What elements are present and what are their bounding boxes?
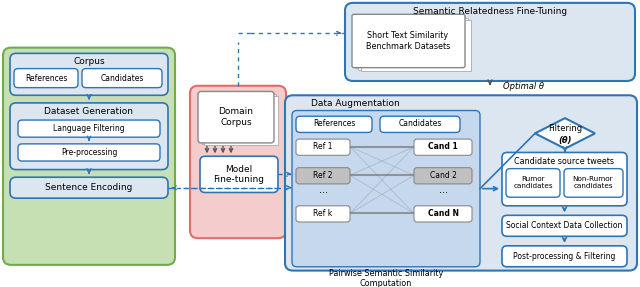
FancyBboxPatch shape — [414, 206, 472, 222]
Text: Post-processing & Filtering: Post-processing & Filtering — [513, 252, 616, 261]
FancyBboxPatch shape — [10, 53, 168, 95]
FancyBboxPatch shape — [82, 69, 162, 88]
FancyBboxPatch shape — [352, 14, 465, 68]
FancyBboxPatch shape — [3, 48, 175, 265]
Text: Candidates: Candidates — [100, 74, 144, 83]
Bar — [202, 94, 276, 144]
FancyBboxPatch shape — [380, 116, 460, 132]
FancyBboxPatch shape — [502, 152, 627, 206]
FancyBboxPatch shape — [190, 86, 286, 238]
Bar — [204, 96, 278, 145]
Text: Sentence Encoding: Sentence Encoding — [45, 183, 132, 192]
Text: Candidates: Candidates — [398, 119, 442, 128]
Bar — [355, 16, 465, 68]
FancyBboxPatch shape — [502, 246, 627, 267]
FancyBboxPatch shape — [285, 95, 637, 271]
Text: Dataset Generation: Dataset Generation — [45, 107, 134, 116]
Text: References: References — [313, 119, 355, 128]
Text: Optimal θ: Optimal θ — [503, 82, 544, 91]
Text: (θ): (θ) — [558, 135, 572, 145]
FancyBboxPatch shape — [200, 156, 278, 193]
FancyBboxPatch shape — [18, 144, 160, 161]
FancyBboxPatch shape — [198, 92, 274, 143]
FancyBboxPatch shape — [296, 168, 350, 184]
Text: Cand 2: Cand 2 — [429, 171, 456, 180]
FancyBboxPatch shape — [296, 206, 350, 222]
FancyBboxPatch shape — [502, 215, 627, 236]
FancyBboxPatch shape — [10, 103, 168, 170]
Text: Ref 2: Ref 2 — [313, 171, 333, 180]
Text: Non-Rumor
candidates: Non-Rumor candidates — [573, 177, 613, 189]
Text: ...: ... — [438, 185, 447, 195]
Text: Corpus: Corpus — [73, 57, 105, 66]
Text: Short Text Similarity
Benchmark Datasets: Short Text Similarity Benchmark Datasets — [366, 31, 450, 51]
Text: ...: ... — [319, 185, 328, 195]
FancyBboxPatch shape — [296, 139, 350, 155]
Text: Cand N: Cand N — [428, 209, 458, 218]
Text: Pairwise Semantic Similarity
Computation: Pairwise Semantic Similarity Computation — [329, 269, 443, 287]
FancyBboxPatch shape — [414, 139, 472, 155]
FancyBboxPatch shape — [345, 3, 635, 81]
FancyBboxPatch shape — [296, 116, 372, 132]
FancyBboxPatch shape — [414, 168, 472, 184]
Polygon shape — [535, 118, 595, 149]
Text: Language Filtering: Language Filtering — [53, 124, 125, 133]
FancyBboxPatch shape — [292, 110, 480, 267]
Text: Cand 1: Cand 1 — [428, 142, 458, 151]
Text: Candidate source tweets: Candidate source tweets — [515, 156, 614, 166]
Text: Pre-processing: Pre-processing — [61, 148, 117, 157]
Text: Rumor
candidates: Rumor candidates — [513, 177, 553, 189]
Text: Ref k: Ref k — [314, 209, 333, 218]
Bar — [361, 20, 471, 71]
Text: Social Context Data Collection: Social Context Data Collection — [506, 221, 623, 230]
FancyBboxPatch shape — [14, 69, 78, 88]
FancyBboxPatch shape — [506, 169, 560, 197]
Text: References: References — [25, 74, 67, 83]
Text: Data Augmentation: Data Augmentation — [310, 99, 399, 108]
Text: Model
Fine-tuning: Model Fine-tuning — [214, 165, 264, 184]
Bar — [200, 93, 274, 142]
FancyBboxPatch shape — [564, 169, 623, 197]
Text: Ref 1: Ref 1 — [313, 142, 333, 151]
FancyBboxPatch shape — [10, 177, 168, 198]
Text: Semantic Relatedness Fine-Tuning: Semantic Relatedness Fine-Tuning — [413, 7, 567, 16]
Text: Domain
Corpus: Domain Corpus — [218, 108, 253, 127]
FancyBboxPatch shape — [18, 120, 160, 137]
Bar — [358, 18, 468, 69]
Text: Filtering: Filtering — [548, 124, 582, 133]
